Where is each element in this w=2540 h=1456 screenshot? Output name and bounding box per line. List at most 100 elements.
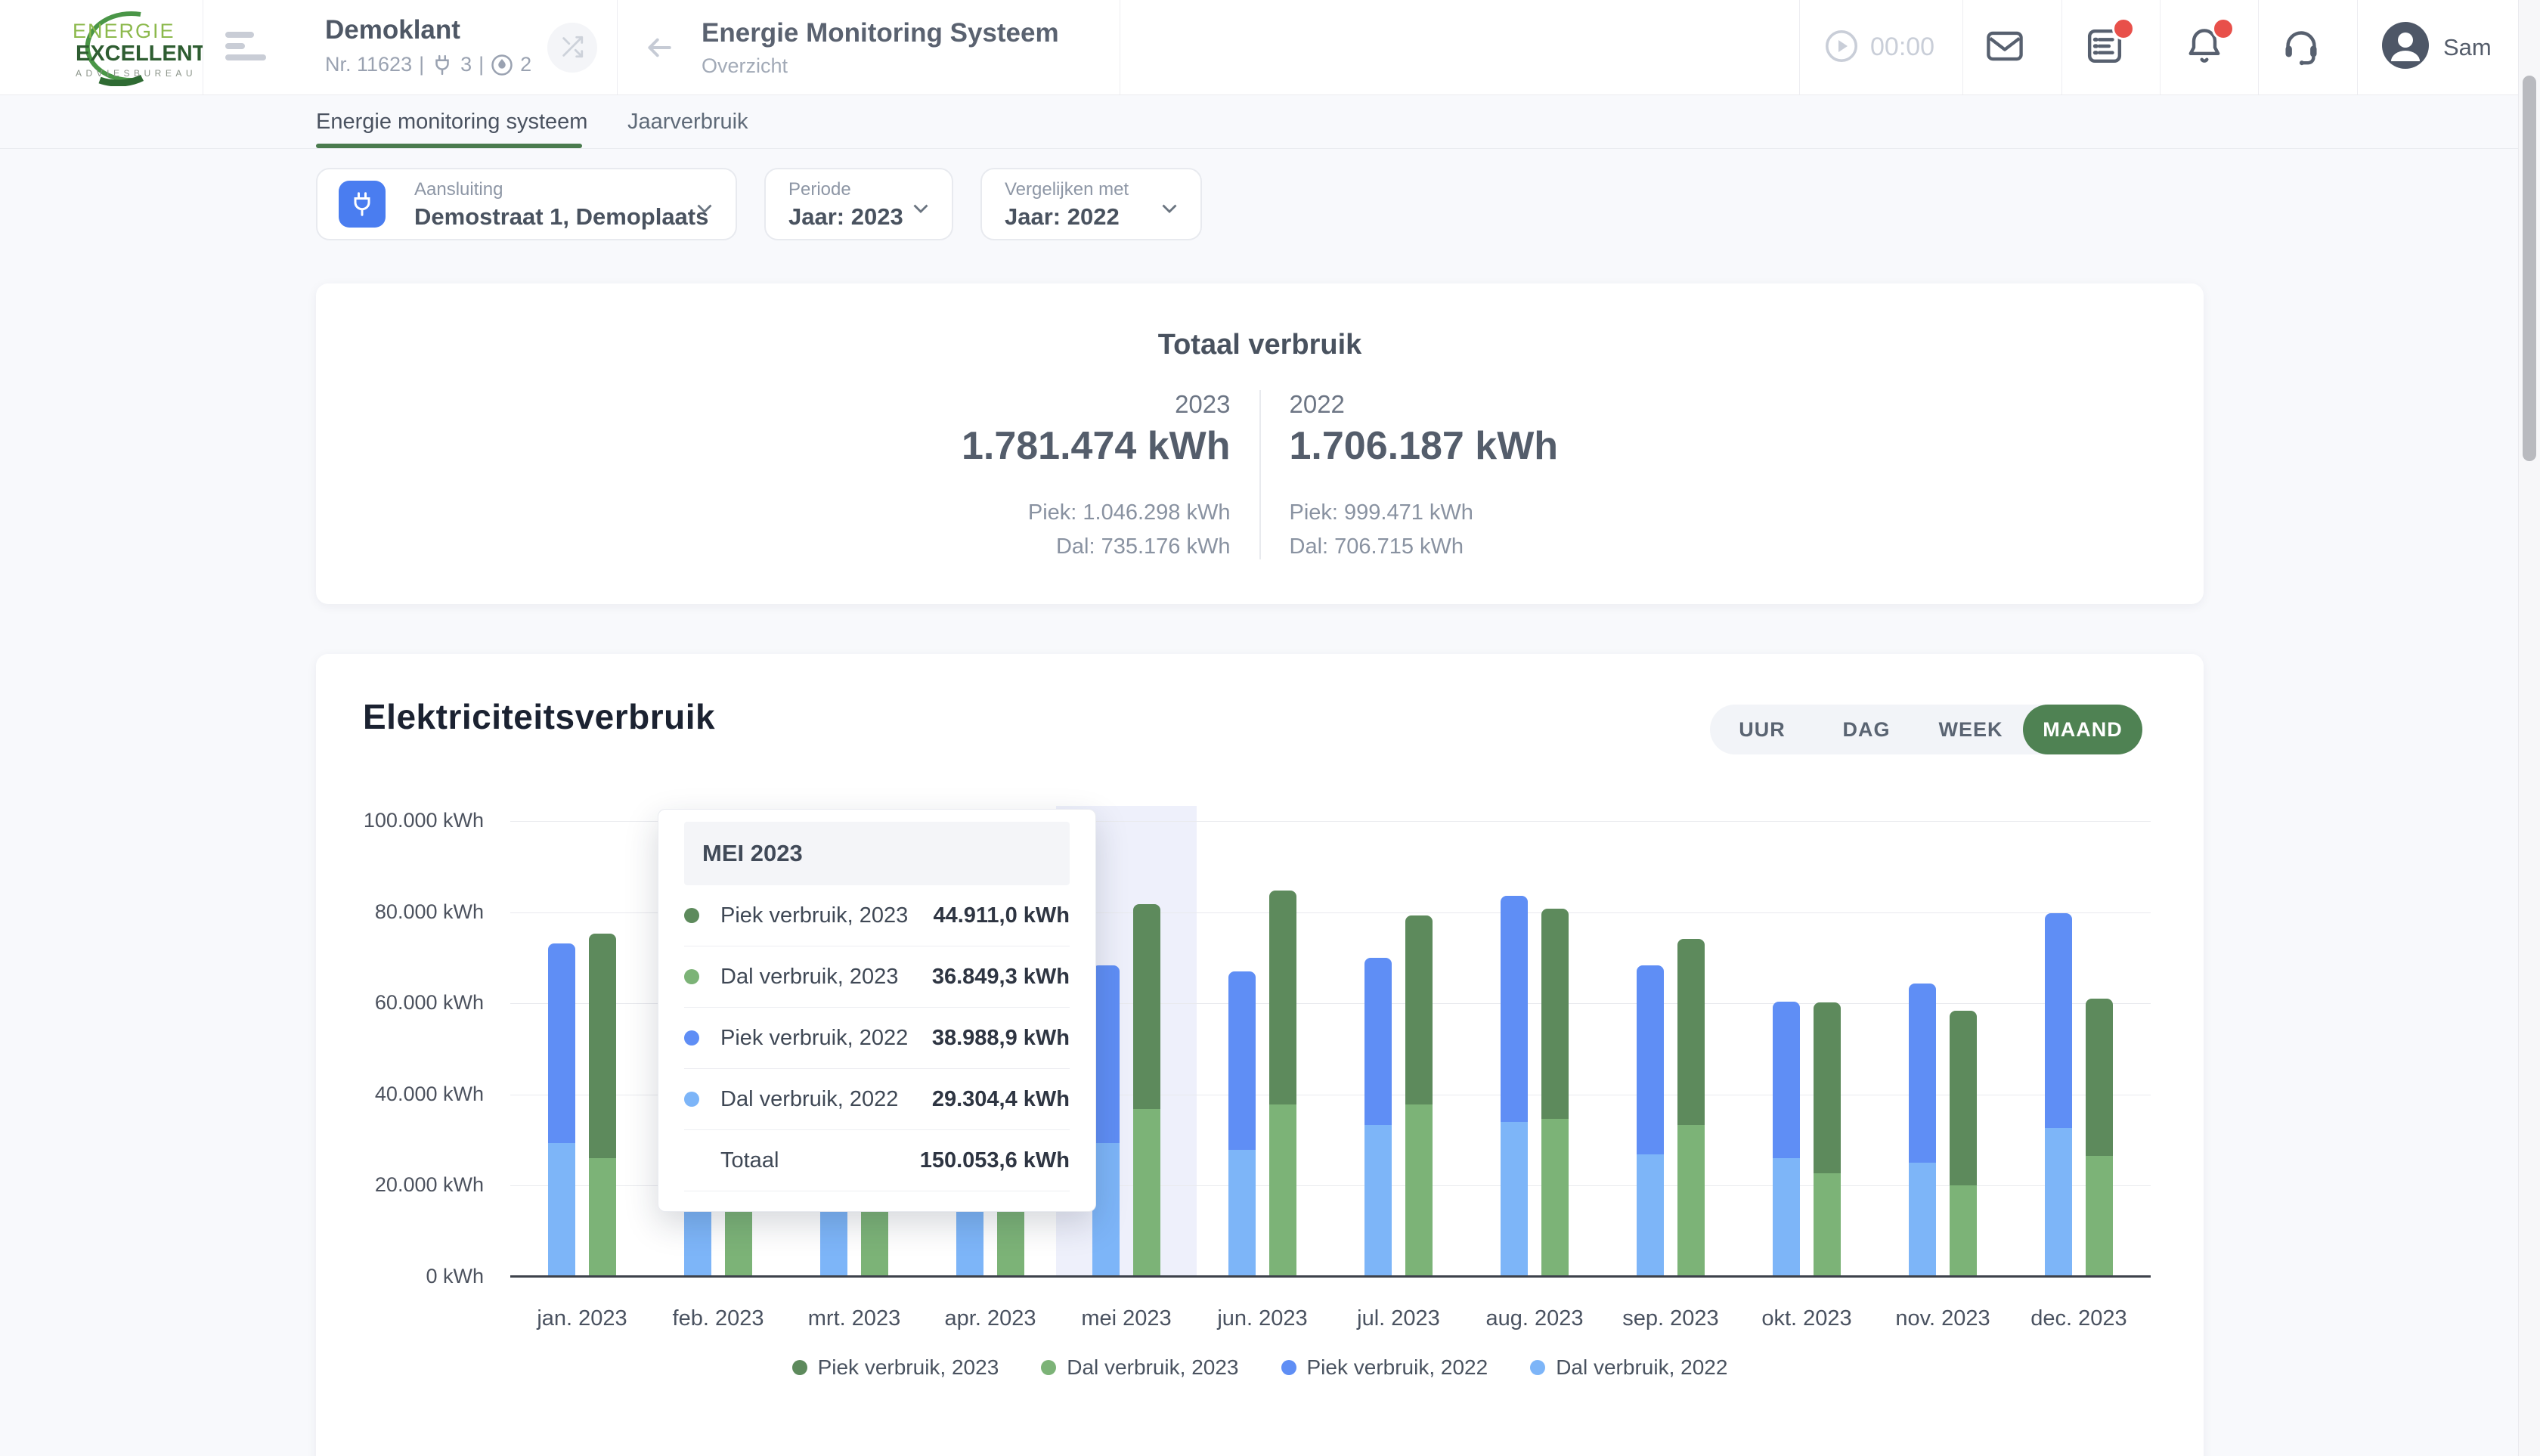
tooltip-series-value: 44.911,0 kWh	[933, 903, 1070, 928]
y-axis-tick-label: 100.000 kWh	[316, 809, 484, 832]
separator: |	[419, 53, 424, 76]
bar-aug-2023-2023[interactable]	[1541, 909, 1569, 1277]
scrollbar-track[interactable]	[2518, 0, 2540, 1456]
series-dot	[684, 1030, 699, 1046]
totaal-verbruik-card: Totaal verbruik 2023 1.781.474 kWh Piek:…	[316, 283, 2204, 604]
series-dot	[684, 969, 699, 984]
bar-dec-2023-2022[interactable]	[2045, 913, 2072, 1277]
bar-dec-2023-2023[interactable]	[2086, 999, 2113, 1277]
header-divider	[2160, 0, 2161, 94]
year-label: 2023	[962, 390, 1231, 419]
vergelijken-met-select[interactable]: Vergelijken met Jaar: 2022	[980, 168, 1202, 240]
bar-sep-2023-2022[interactable]	[1637, 965, 1664, 1277]
bar-aug-2023-2022[interactable]	[1501, 896, 1528, 1277]
legend-label: Piek verbruik, 2022	[1307, 1355, 1488, 1380]
legend-label: Piek verbruik, 2023	[818, 1355, 999, 1380]
brand-logo[interactable]: ENERGIE EXCELLENT ADVIESBUREAU	[27, 8, 203, 86]
filter-bar: Aansluiting Demostraat 1, Demoplaats Per…	[316, 168, 1202, 240]
bar-jan-2023-2022[interactable]	[548, 943, 575, 1277]
bar-jul-2023-2023[interactable]	[1405, 915, 1433, 1277]
bar-segment-dal	[1950, 1185, 1977, 1277]
bell-icon	[2183, 25, 2226, 70]
bar-segment-piek	[1677, 939, 1705, 1125]
bar-jan-2023-2023[interactable]	[589, 934, 616, 1277]
header-divider	[2357, 0, 2358, 94]
legend-item[interactable]: Dal verbruik, 2023	[1041, 1355, 1238, 1380]
bar-segment-piek	[1405, 915, 1433, 1104]
separator: |	[479, 53, 484, 76]
filter-value: Jaar: 2023	[788, 203, 903, 231]
bar-jun-2023-2022[interactable]	[1228, 971, 1256, 1277]
bar-sep-2023-2023[interactable]	[1677, 939, 1705, 1277]
totals-title: Totaal verbruik	[316, 283, 2204, 361]
bar-okt-2023-2022[interactable]	[1773, 1002, 1800, 1277]
shuffle-button[interactable]	[547, 23, 597, 73]
play-timer-button[interactable]	[1823, 28, 1860, 67]
y-axis-tick-label: 80.000 kWh	[316, 900, 484, 924]
bar-okt-2023-2023[interactable]	[1814, 1002, 1841, 1277]
flame-icon	[491, 54, 513, 76]
bar-segment-dal	[1773, 1158, 1800, 1277]
user-menu[interactable]: Sam	[2381, 0, 2492, 94]
header-divider	[1799, 0, 1800, 94]
tooltip-total-value: 150.053,6 kWh	[920, 1148, 1070, 1173]
tab-energie-monitoring[interactable]: Energie monitoring systeem	[316, 95, 587, 148]
messages-button[interactable]	[1984, 0, 2026, 94]
bar-segment-piek	[2086, 999, 2113, 1157]
legend-item[interactable]: Piek verbruik, 2022	[1281, 1355, 1488, 1380]
notification-badge	[2112, 17, 2135, 40]
period-option-maand[interactable]: MAAND	[2023, 705, 2142, 754]
bar-nov-2023-2023[interactable]	[1950, 1011, 1977, 1277]
x-axis-tick-label: aug. 2023	[1467, 1306, 1603, 1331]
x-axis-tick-label: apr. 2023	[922, 1306, 1058, 1331]
x-axis-tick-label: jan. 2023	[514, 1306, 650, 1331]
bar-segment-piek	[2045, 913, 2072, 1129]
bar-segment-dal	[1541, 1119, 1569, 1277]
bar-segment-dal	[1228, 1150, 1256, 1277]
series-dot	[684, 1092, 699, 1107]
bar-mei-2023-2022[interactable]	[1092, 965, 1120, 1277]
tasks-icon	[2083, 25, 2126, 70]
header-divider	[617, 0, 618, 94]
bar-segment-dal	[2086, 1156, 2113, 1277]
support-button[interactable]	[2280, 0, 2322, 94]
filter-label: Vergelijken met	[1005, 179, 1129, 200]
bar-segment-piek	[1773, 1002, 1800, 1158]
legend-item[interactable]: Dal verbruik, 2022	[1530, 1355, 1727, 1380]
bar-segment-dal	[1501, 1122, 1528, 1277]
chart-title: Elektriciteitsverbruik	[363, 696, 715, 737]
tab-jaarverbruik[interactable]: Jaarverbruik	[627, 95, 748, 148]
plug-icon	[431, 54, 454, 76]
scrollbar-thumb[interactable]	[2523, 76, 2536, 461]
bar-segment-dal	[1364, 1125, 1392, 1277]
column-divider	[1259, 390, 1261, 559]
client-name: Demoklant	[325, 15, 531, 45]
back-button[interactable]	[641, 30, 677, 67]
periode-select[interactable]: Periode Jaar: 2023	[764, 168, 953, 240]
menu-button[interactable]	[225, 32, 274, 65]
back-arrow-icon	[642, 56, 677, 67]
tasks-button[interactable]	[2083, 0, 2126, 94]
client-number: Nr. 11623	[325, 53, 412, 76]
bar-nov-2023-2022[interactable]	[1909, 984, 1936, 1277]
period-option-week[interactable]: WEEK	[1919, 718, 2023, 742]
top-header: ENERGIE EXCELLENT ADVIESBUREAU Demoklant…	[0, 0, 2540, 95]
x-axis-tick-label: mei 2023	[1058, 1306, 1194, 1331]
bar-mei-2023-2023[interactable]	[1133, 904, 1160, 1277]
chart-tooltip: MEI 2023 Piek verbruik, 202344.911,0 kWh…	[658, 809, 1096, 1212]
client-meta: Nr. 11623 | 3 | 2	[325, 53, 531, 76]
mail-icon	[1984, 27, 2026, 67]
aansluiting-select[interactable]: Aansluiting Demostraat 1, Demoplaats	[316, 168, 737, 240]
bar-jun-2023-2023[interactable]	[1269, 891, 1296, 1277]
legend-item[interactable]: Piek verbruik, 2023	[792, 1355, 999, 1380]
bar-jul-2023-2022[interactable]	[1364, 958, 1392, 1277]
period-option-uur[interactable]: UUR	[1710, 718, 1814, 742]
bar-segment-dal	[1677, 1125, 1705, 1277]
logo-line1: ENERGIE	[73, 20, 175, 42]
tooltip-row: Piek verbruik, 202238.988,9 kWh	[684, 1008, 1070, 1069]
bar-segment-dal	[1092, 1143, 1120, 1277]
period-option-dag[interactable]: DAG	[1814, 718, 1919, 742]
notifications-button[interactable]	[2183, 0, 2226, 94]
dal-value-2022: Dal: 706.715 kWh	[1290, 534, 1559, 559]
chart-area: 0 kWh20.000 kWh40.000 kWh60.000 kWh80.00…	[316, 821, 2204, 1396]
